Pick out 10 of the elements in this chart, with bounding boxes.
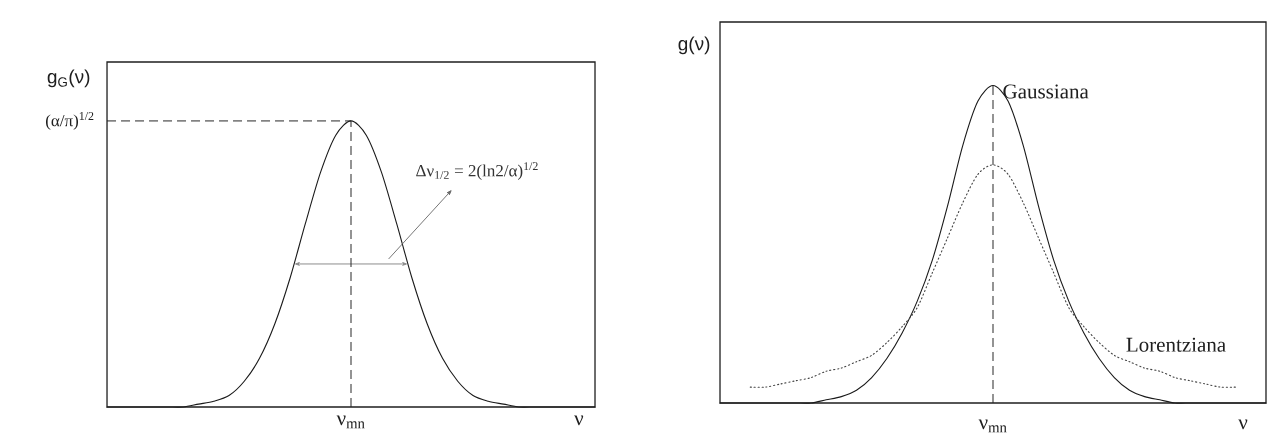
ref-line-label: (α/π)$^{1/2}$ xyxy=(46,112,94,130)
series-label: Lorentziana xyxy=(1126,337,1226,352)
text: ν$_{mn}$ xyxy=(978,419,1007,433)
y-axis-title: g(ν) xyxy=(678,36,710,55)
series-label: Gaussiana xyxy=(1003,84,1089,99)
text: ν$_{mn}$ xyxy=(336,415,365,429)
annotation: Δν$_{1/2}$ = 2(ln2/α)$^{1/2}$ xyxy=(416,162,538,180)
x-axis-title: ν xyxy=(574,415,584,426)
y-axis-title: g$_{G}$(ν) xyxy=(47,69,90,88)
x-axis-title: ν xyxy=(1238,419,1248,430)
